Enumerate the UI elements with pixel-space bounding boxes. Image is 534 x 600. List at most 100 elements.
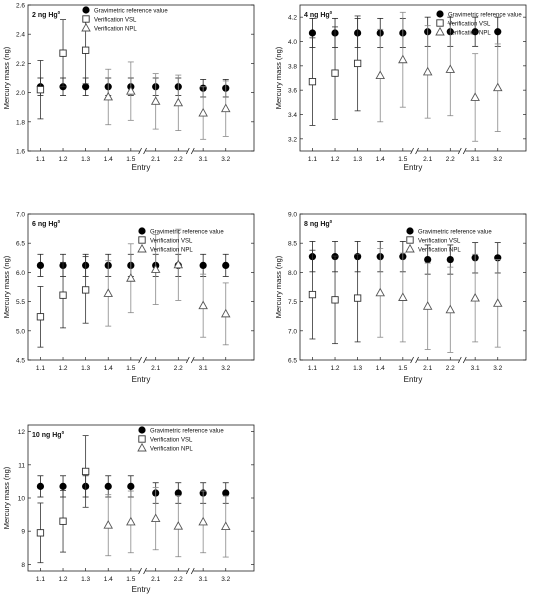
data-point-square <box>308 77 317 86</box>
y-tick-label: 7.0 <box>16 212 25 219</box>
x-tick-label: 1.3 <box>81 156 90 163</box>
axis-break-gap <box>459 148 466 154</box>
data-point-triangle <box>492 82 503 92</box>
plot-frame <box>299 213 527 361</box>
axis-break-mark <box>415 147 419 155</box>
x-tick-label: 1.5 <box>126 156 135 163</box>
y-tick-label: 2.6 <box>16 3 25 10</box>
axis-break-mark <box>143 356 147 364</box>
data-point-square <box>59 291 67 299</box>
axis-break-mark <box>457 356 462 364</box>
axis-break-mark <box>462 356 467 364</box>
y-tick-label: 8.0 <box>288 270 297 277</box>
x-tick-label: 1.2 <box>59 576 68 583</box>
panel-title: 4 ng Hg0 <box>304 10 333 19</box>
data-point-square <box>36 313 45 321</box>
data-point-triangle <box>220 103 231 113</box>
data-point-square <box>331 296 339 304</box>
data-point-triangle <box>103 91 113 101</box>
x-tick-label: 3.1 <box>199 365 208 372</box>
x-tick-label: 1.4 <box>376 156 385 163</box>
x-tick-label: 1.1 <box>308 156 317 163</box>
data-point-circle <box>104 482 112 490</box>
y-tick-label: 6.5 <box>288 358 297 365</box>
data-point-square <box>81 46 90 54</box>
legend-label: Gravimetric reference value <box>94 9 168 15</box>
data-point-triangle <box>445 304 456 314</box>
x-axis-label: Entry <box>132 375 151 384</box>
legend-label: Verification NPL <box>94 27 137 33</box>
x-tick-label: 3.1 <box>471 156 480 163</box>
x-tick-label: 2.1 <box>423 365 432 372</box>
panel-title-superscript: 0 <box>62 430 65 435</box>
legend-marker-triangle <box>405 243 415 253</box>
y-tick-label: 4.2 <box>288 15 297 22</box>
x-tick-label: 3.1 <box>199 576 208 583</box>
chart-panel-3: 4.5 5.0 5.5 6.0 6.5 7.0 1.1 1.2 1.3 1.4 1.5 2.1 2.2 3… <box>2 212 255 384</box>
axis-break-mark <box>185 567 190 575</box>
axis-break-mark <box>457 147 462 155</box>
axis-break-mark <box>138 147 142 155</box>
axis-break-gap <box>139 357 146 363</box>
axis-break-gap <box>139 148 146 154</box>
panel-title: 6 ng Hg0 <box>32 219 61 228</box>
legend-marker-circle <box>436 10 444 18</box>
data-point-triangle <box>150 264 161 273</box>
y-tick-label: 11 <box>18 462 25 469</box>
axis-break-gap <box>411 357 418 363</box>
series-2 <box>36 256 90 348</box>
legend-label: Verification NPL <box>448 31 491 37</box>
x-tick-label: 2.1 <box>423 156 432 163</box>
x-tick-label: 2.2 <box>174 365 183 372</box>
legend-marker-circle <box>138 227 146 235</box>
axis-break-mark <box>185 356 190 364</box>
data-point-square <box>59 49 67 57</box>
series-3 <box>375 248 503 353</box>
legend-marker-square <box>138 236 146 244</box>
legend-label: Verification VSL <box>448 22 491 28</box>
legend-label: Gravimetric reference value <box>418 230 492 236</box>
legend-marker-triangle <box>435 26 445 36</box>
x-axis-label: Entry <box>132 585 151 594</box>
x-tick-label: 2.2 <box>174 576 183 583</box>
data-point-triangle <box>470 92 480 101</box>
x-tick-label: 1.5 <box>398 365 407 372</box>
x-tick-label: 1.5 <box>126 365 135 372</box>
x-tick-label: 1.1 <box>36 576 45 583</box>
axis-break-mark <box>190 147 195 155</box>
data-point-triangle <box>173 259 184 269</box>
legend-marker-circle <box>82 6 90 14</box>
x-tick-label: 1.2 <box>331 156 340 163</box>
data-point-circle <box>471 28 479 36</box>
y-axis-label: Mercury mass (ng) <box>274 46 283 109</box>
data-point-triangle <box>398 54 408 64</box>
series-3 <box>103 61 231 140</box>
x-tick-label: 3.2 <box>221 576 230 583</box>
y-tick-label: 7.0 <box>288 328 297 335</box>
legend-label: Gravimetric reference value <box>150 230 224 236</box>
legend-marker-square <box>138 435 146 443</box>
legend-marker-circle <box>406 227 414 235</box>
data-point-triangle <box>126 273 136 282</box>
y-tick-label: 3.4 <box>288 112 297 119</box>
axis-break-mark <box>410 147 414 155</box>
data-point-triangle <box>375 287 385 297</box>
series-3 <box>103 228 231 346</box>
data-point-triangle <box>375 70 385 80</box>
x-tick-label: 1.3 <box>353 156 362 163</box>
x-tick-label: 1.4 <box>104 365 113 372</box>
x-tick-label: 3.2 <box>221 365 230 372</box>
data-point-square <box>81 286 90 294</box>
axis-break-mark <box>185 147 190 155</box>
data-point-circle <box>222 489 230 497</box>
data-point-circle <box>127 482 135 490</box>
y-tick-label: 6.0 <box>16 270 25 277</box>
series-2 <box>36 435 90 564</box>
plot-frame <box>27 213 255 361</box>
chart-panel-2: 3.2 3.4 3.6 3.8 4.0 4.2 1.1 1.2 1.3 1.4 1.5 2.1 2.2 3… <box>274 4 527 172</box>
data-point-triangle <box>398 292 408 301</box>
legend: Gravimetric reference value Verification … <box>405 227 492 254</box>
data-point-square <box>308 290 317 299</box>
x-tick-label: 1.3 <box>81 365 90 372</box>
x-tick-label: 2.2 <box>446 365 455 372</box>
